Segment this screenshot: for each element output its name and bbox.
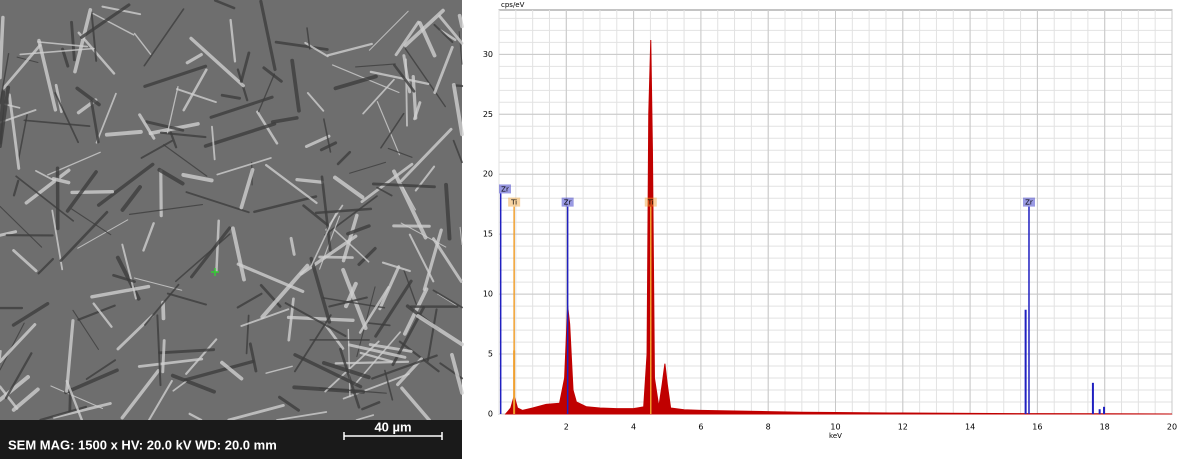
y-tick-label: 20 bbox=[483, 170, 493, 179]
sem-lath bbox=[460, 16, 462, 27]
x-tick-label: 10 bbox=[830, 423, 840, 432]
x-tick-label: 14 bbox=[965, 423, 975, 432]
sem-lath bbox=[163, 341, 164, 372]
element-label: Zr bbox=[564, 199, 572, 207]
y-tick-label: 25 bbox=[483, 110, 493, 119]
sem-scale-label: 40 µm bbox=[374, 419, 411, 434]
x-tick-label: 4 bbox=[631, 423, 636, 432]
sem-lath bbox=[72, 192, 112, 193]
element-label: Ti bbox=[647, 199, 654, 207]
x-axis-title: keV bbox=[829, 432, 842, 440]
y-tick-label: 0 bbox=[488, 410, 493, 419]
sem-lath bbox=[163, 303, 164, 319]
x-tick-label: 18 bbox=[1100, 423, 1110, 432]
x-tick-label: 6 bbox=[698, 423, 703, 432]
sem-info: SEM MAG: 1500 x HV: 20.0 kV WD: 20.0 mm bbox=[8, 437, 277, 452]
y-tick-label: 5 bbox=[488, 350, 493, 359]
y-axis-title: cps/eV bbox=[501, 1, 525, 9]
y-tick-label: 15 bbox=[483, 230, 493, 239]
x-tick-label: 8 bbox=[766, 423, 771, 432]
element-label: Ti bbox=[510, 199, 517, 207]
y-tick-label: 30 bbox=[483, 50, 493, 59]
x-tick-label: 20 bbox=[1167, 423, 1177, 432]
sem-lath bbox=[107, 132, 141, 135]
sem-lath bbox=[406, 59, 407, 125]
element-label: Zr bbox=[501, 185, 509, 193]
y-tick-label: 10 bbox=[483, 290, 493, 299]
element-label: Zr bbox=[1025, 199, 1033, 207]
x-tick-label: 16 bbox=[1032, 423, 1042, 432]
x-tick-label: 12 bbox=[898, 423, 908, 432]
x-tick-label: 2 bbox=[564, 423, 569, 432]
sem-lath bbox=[0, 351, 1, 358]
